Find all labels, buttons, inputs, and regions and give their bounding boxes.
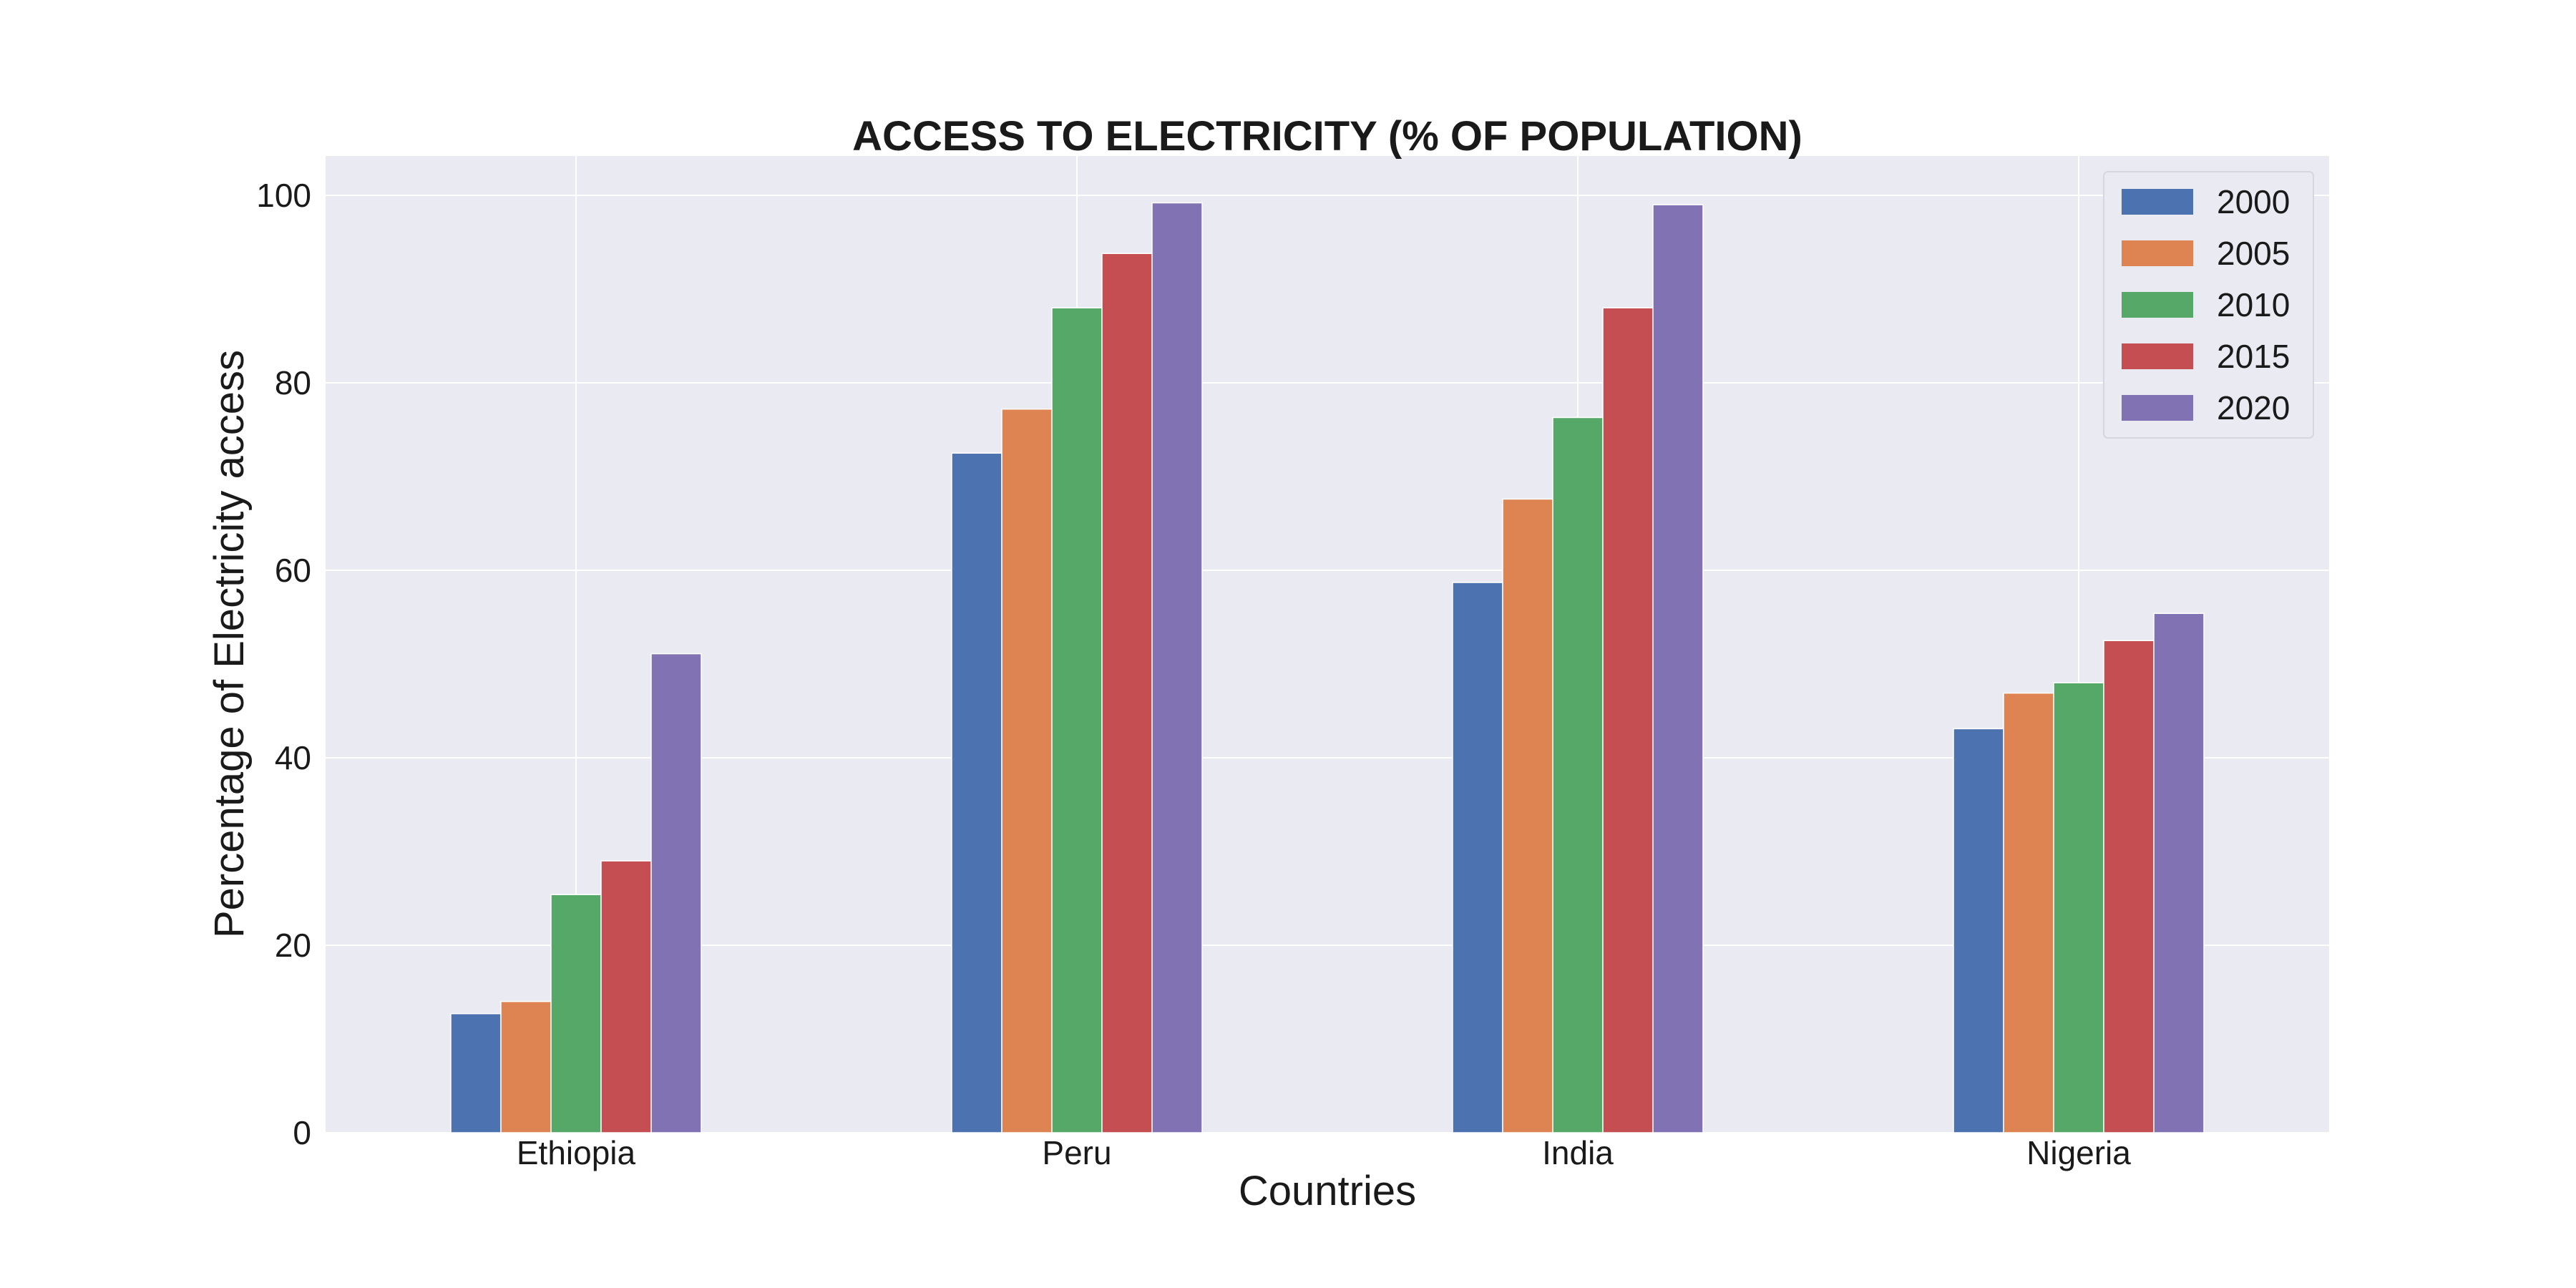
legend-label-2010: 2010 [2217,286,2290,323]
legend-swatch-2005 [2122,240,2193,266]
legend-label-2020: 2020 [2217,389,2290,426]
bar-2010-peru [1051,307,1103,1133]
bar-2020-ethiopia [650,653,702,1133]
bar-2010-nigeria [2053,682,2104,1133]
y-tick-label: 40 [275,739,311,776]
y-tick-label: 80 [275,364,311,401]
bar-2005-ethiopia [500,1000,552,1133]
x-axis-label: Countries [1239,1168,1416,1214]
legend-swatch-2015 [2122,343,2193,369]
bars [450,202,2205,1133]
legend-box [2103,171,2314,439]
x-tick-label: Peru [1042,1134,1111,1171]
bar-2000-india [1452,582,1503,1133]
legend-label-2000: 2000 [2217,183,2290,220]
bar-2000-peru [951,452,1002,1133]
legend-swatch-2010 [2122,292,2193,318]
bar-2000-ethiopia [450,1013,502,1133]
bar-2015-india [1602,307,1654,1133]
legend: 2000 2005 2010 2015 2020 [2103,171,2314,439]
legend-swatch-2020 [2122,395,2193,421]
y-axis-label: Percentage of Electricity access [206,350,253,938]
bar-2005-nigeria [2003,692,2054,1133]
bar-2020-india [1652,204,1704,1133]
legend-label-2005: 2005 [2217,235,2290,272]
y-tick-labels: 0 20 40 60 80 100 [256,177,311,1151]
bar-2015-peru [1101,253,1153,1133]
chart-title: ACCESS TO ELECTRICITY (% OF POPULATION) [852,113,1802,160]
y-tick-label: 20 [275,927,311,964]
bar-2020-peru [1151,202,1203,1133]
bar-2010-india [1552,416,1604,1133]
legend-label-2015: 2015 [2217,338,2290,375]
bar-2005-peru [1001,408,1053,1133]
bar-2015-nigeria [2103,640,2155,1133]
bar-2005-india [1502,498,1553,1133]
x-tick-label: India [1542,1134,1614,1171]
x-tick-label: Ethiopia [517,1134,636,1171]
x-tick-labels: Ethiopia Peru India Nigeria [517,1134,2131,1171]
bar-2015-ethiopia [600,860,652,1133]
legend-swatch-2000 [2122,189,2193,215]
y-tick-label: 0 [293,1114,311,1151]
y-tick-label: 100 [256,177,311,214]
y-tick-label: 60 [275,552,311,589]
bar-2020-nigeria [2153,613,2205,1133]
x-tick-label: Nigeria [2026,1134,2131,1171]
bar-2000-nigeria [1953,728,2004,1133]
bar-2010-ethiopia [550,894,602,1133]
